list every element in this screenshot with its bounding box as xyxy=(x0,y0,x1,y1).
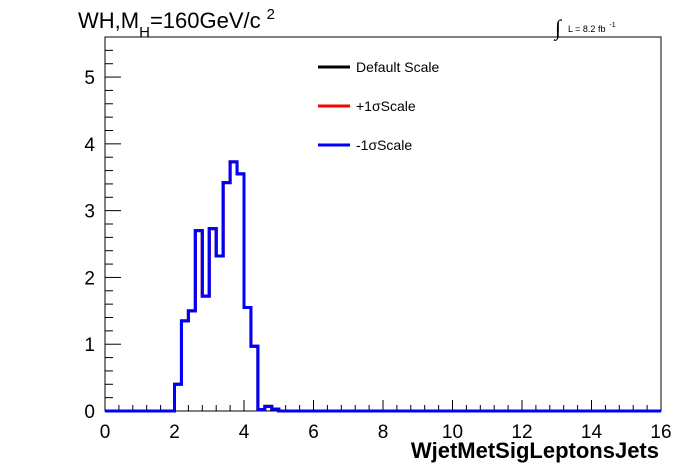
lumi-integral-sign: ∫ xyxy=(553,15,563,41)
series-minus1sigma-scale xyxy=(105,160,661,413)
y-tick-label: 2 xyxy=(84,268,95,289)
x-tick-label: 2 xyxy=(169,422,180,443)
chart-title: WH,MH=160GeV/c 2 xyxy=(78,6,275,41)
lumi-label-superscript: -1 xyxy=(609,22,615,29)
chart-title-superscript: 2 xyxy=(267,6,275,23)
chart-title-main: WH,M xyxy=(78,8,139,33)
x-tick-label: 12 xyxy=(511,422,532,443)
legend: Default Scale +1σScale -1σScale xyxy=(318,59,439,153)
x-tick-label: 6 xyxy=(308,422,319,443)
y-tick-label: 3 xyxy=(84,202,95,223)
legend-label-plus1sigma: +1σScale xyxy=(356,98,416,114)
x-axis-title: WjetMetSigLeptonsJets xyxy=(411,438,659,463)
x-tick-label: 14 xyxy=(581,422,603,443)
legend-label-minus1sigma: -1σScale xyxy=(356,137,412,153)
x-tick-label: 8 xyxy=(378,422,389,443)
chart-title-rest: =160GeV/c xyxy=(150,8,261,33)
y-tick-label: 0 xyxy=(84,402,95,423)
x-tick-label: 0 xyxy=(100,422,111,443)
y-tick-label: 4 xyxy=(84,135,95,156)
y-tick-label: 5 xyxy=(84,68,95,89)
lumi-label: L = 8.2 fb -1 xyxy=(568,22,616,34)
x-tick-label: 10 xyxy=(442,422,463,443)
lumi-label-text: L = 8.2 fb xyxy=(568,24,605,34)
y-tick-label: 1 xyxy=(84,335,95,356)
x-tick-label: 16 xyxy=(650,422,671,443)
legend-label-default: Default Scale xyxy=(356,59,439,75)
x-tick-label: 4 xyxy=(239,422,250,443)
series-layer xyxy=(105,160,661,413)
chart-title-subscript: H xyxy=(139,24,150,41)
